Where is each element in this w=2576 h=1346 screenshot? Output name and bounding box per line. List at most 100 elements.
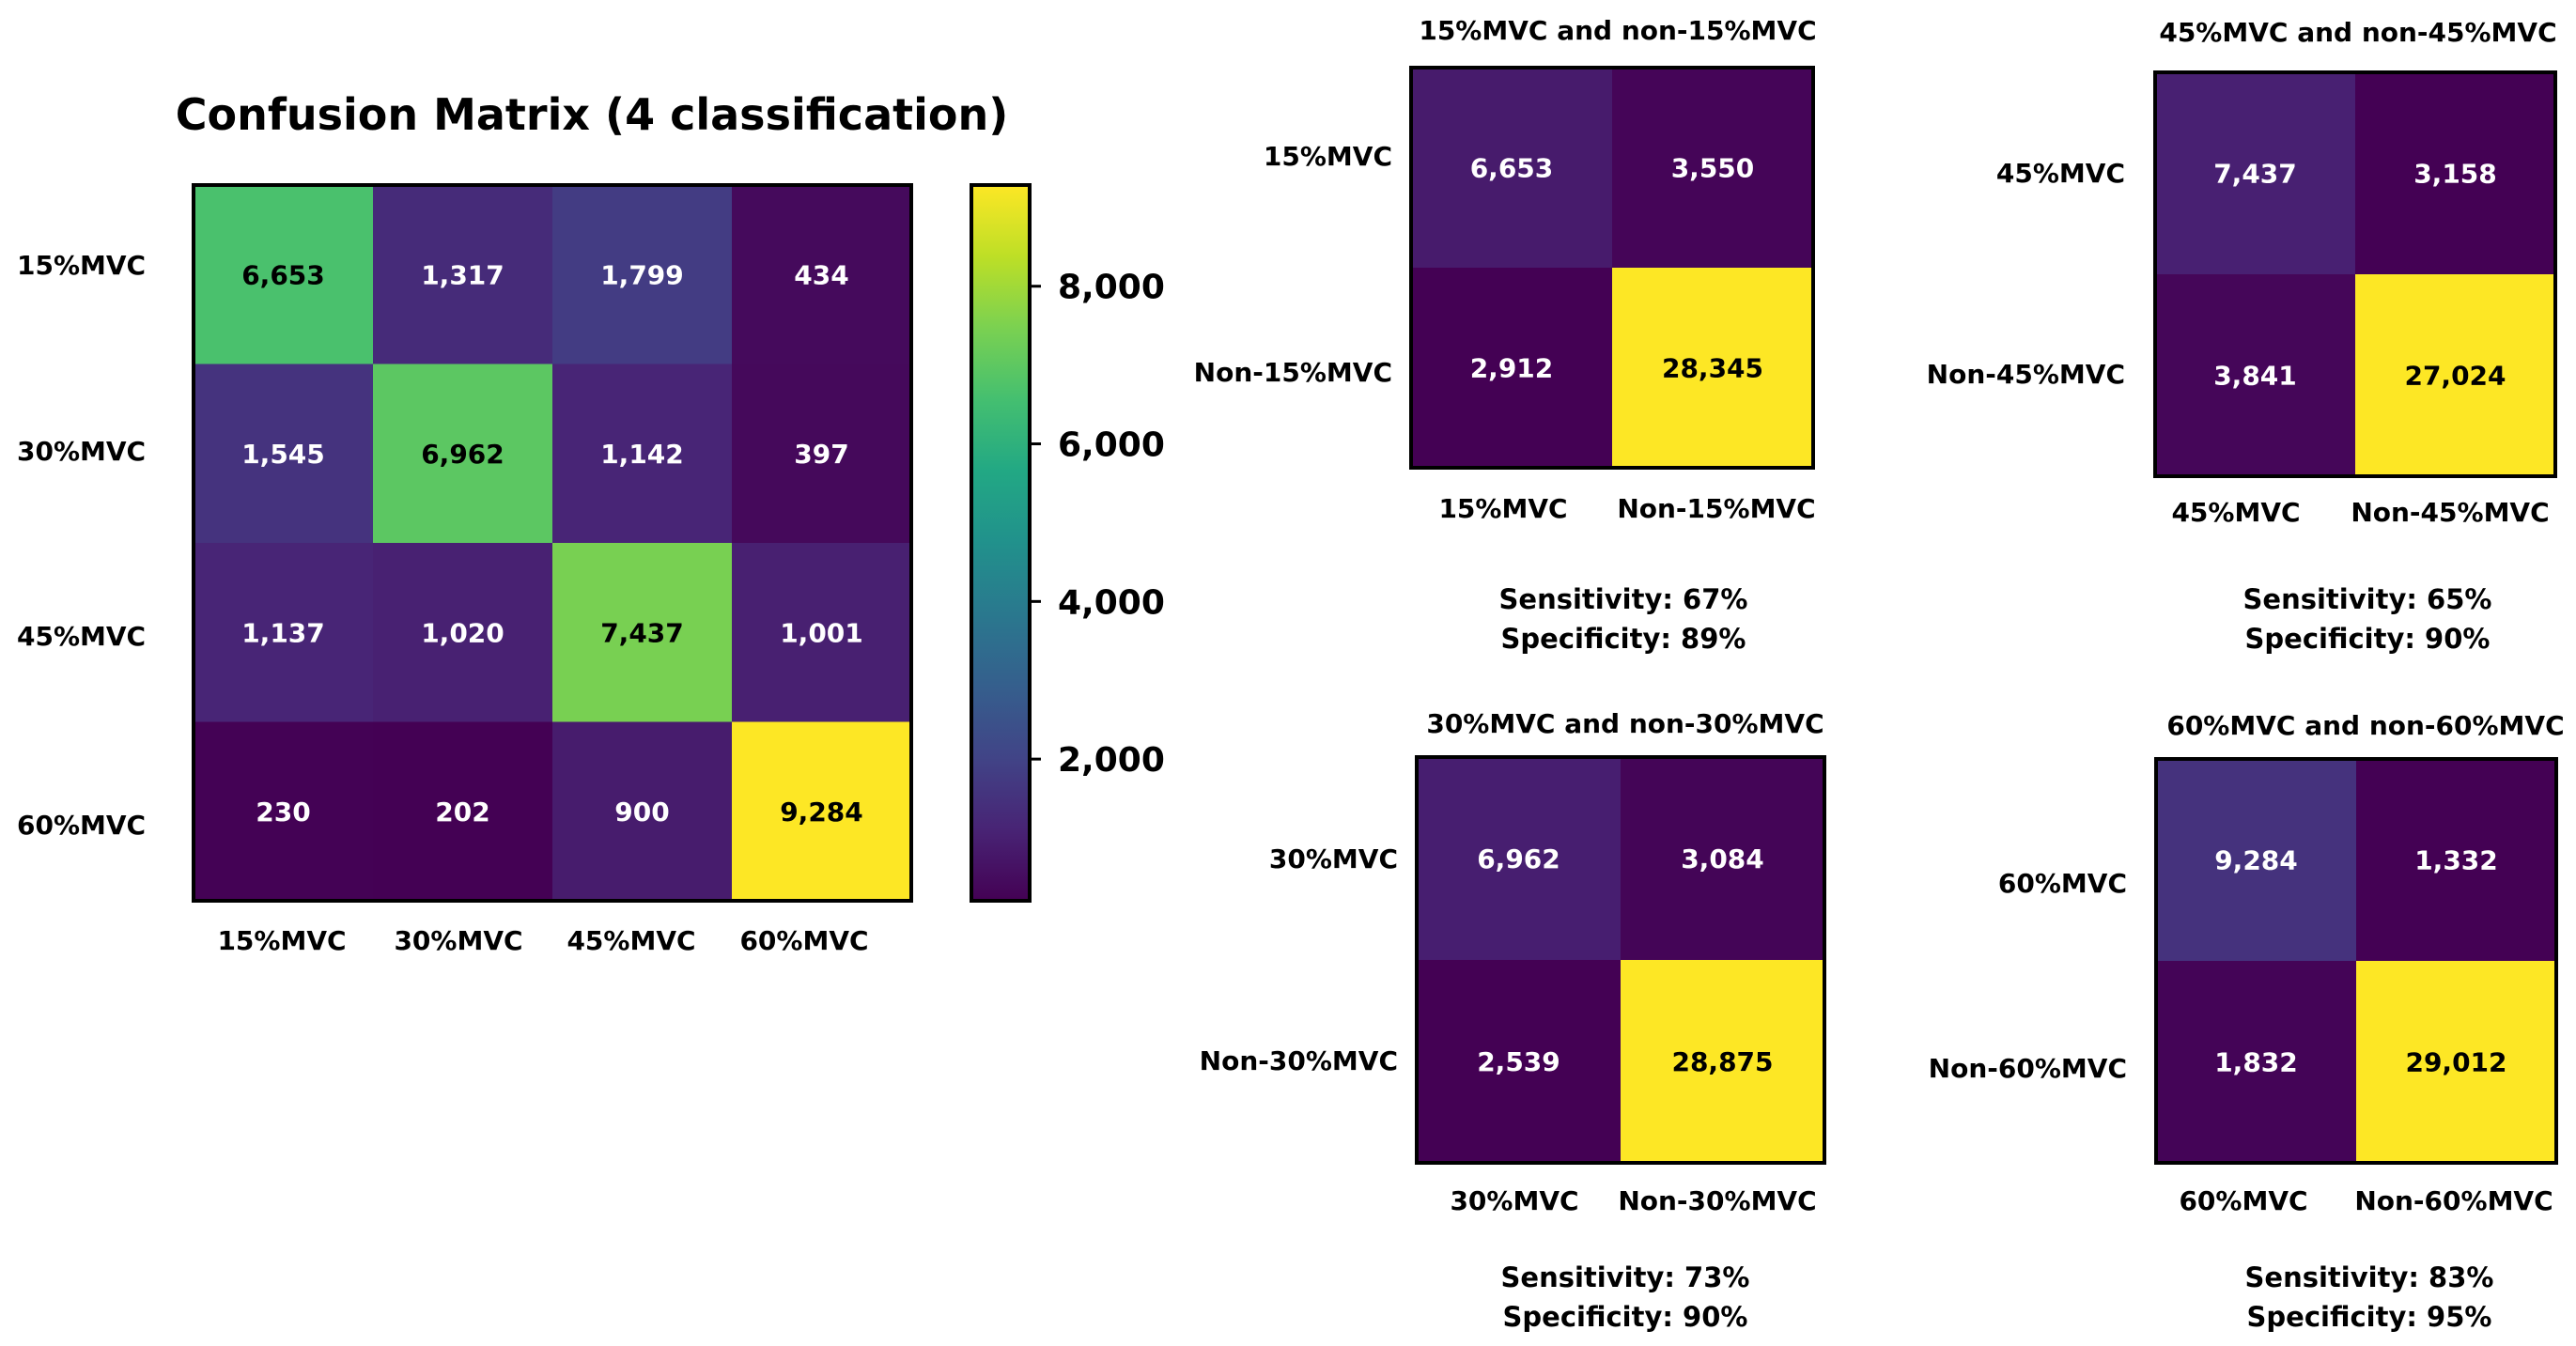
- sub-row-label: Non-15%MVC: [1194, 357, 1392, 388]
- main-cell-label: 6,962: [421, 439, 504, 470]
- sub-cell-label: 3,550: [1671, 153, 1755, 184]
- main-cell-label: 900: [614, 797, 669, 828]
- sub-row-label: Non-30%MVC: [1200, 1045, 1398, 1076]
- main-cell: [373, 721, 553, 902]
- binary-matrix-45: 45%MVC and non-45%MVC 7,437 3,158 3,841 27,0…: [1927, 17, 2557, 655]
- sub-cell: [1417, 960, 1622, 1164]
- main-cell-label: 1,142: [600, 439, 684, 470]
- main-cell: [373, 185, 553, 364]
- sub-col-label: Non-45%MVC: [2351, 497, 2549, 528]
- main-col-label: 15%MVC: [217, 925, 346, 956]
- sub-cell: [1621, 757, 1825, 961]
- main-cell-label: 1,799: [600, 259, 684, 290]
- sub-title: 15%MVC and non-15%MVC: [1419, 15, 1816, 46]
- sub-cell: [2355, 72, 2556, 275]
- main-cell-label: 6,653: [241, 259, 325, 290]
- sensitivity-text: Sensitivity: 67%: [1499, 583, 1748, 615]
- sub-cell: [1621, 960, 1825, 1164]
- sub-cell-label: 3,841: [2213, 361, 2297, 392]
- sub-col-label: 60%MVC: [2179, 1185, 2307, 1216]
- binary-matrix-15: 15%MVC and non-15%MVC 6,653 3,550 2,912 28,3…: [1194, 15, 1817, 655]
- main-cell-label: 434: [794, 259, 848, 290]
- sub-frame: [2154, 757, 2558, 1165]
- main-cell-label: 1,001: [780, 617, 863, 648]
- specificity-text: Specificity: 89%: [1501, 623, 1746, 655]
- main-cell: [194, 721, 374, 902]
- colorbar-ticks: 2,000 4,000 6,000 8,000: [1030, 269, 1165, 780]
- main-row-label: 15%MVC: [17, 250, 146, 281]
- sub-cell: [2156, 961, 2357, 1164]
- main-col-label: 30%MVC: [394, 925, 522, 956]
- main-cell: [552, 721, 733, 902]
- sub-col-label: Non-60%MVC: [2354, 1185, 2553, 1216]
- sub-cell: [1417, 757, 1622, 961]
- sub-cell-label: 27,024: [2404, 361, 2506, 392]
- colorbar-tick-label: 2,000: [1058, 741, 1165, 780]
- main-cell: [732, 721, 912, 902]
- sub-cell-label: 28,345: [1662, 353, 1763, 384]
- binary-matrix-30: 30%MVC and non-30%MVC 6,962 3,084 2,539 28,8…: [1200, 708, 1826, 1333]
- colorbar-tick-label: 8,000: [1058, 269, 1165, 307]
- colorbar-tick-label: 6,000: [1058, 426, 1165, 465]
- sub-title: 60%MVC and non-60%MVC: [2166, 710, 2564, 741]
- sensitivity-text: Sensitivity: 65%: [2243, 583, 2492, 615]
- sub-cell: [2355, 274, 2556, 477]
- sub-cell: [1612, 68, 1814, 269]
- sub-col-label: 45%MVC: [2171, 497, 2300, 528]
- specificity-text: Specificity: 95%: [2247, 1301, 2492, 1333]
- sub-col-label: Non-30%MVC: [1618, 1185, 1816, 1216]
- sub-cell-label: 6,653: [1470, 153, 1554, 184]
- sub-cell-label: 2,539: [1477, 1046, 1560, 1077]
- sub-cell-label: 1,332: [2414, 845, 2498, 876]
- specificity-text: Specificity: 90%: [2245, 623, 2491, 655]
- sub-frame: [1409, 66, 1815, 470]
- main-cell: [194, 543, 374, 722]
- sub-col-label: 30%MVC: [1450, 1185, 1578, 1216]
- main-cell-label: 1,317: [421, 259, 504, 290]
- main-col-label: 45%MVC: [566, 925, 695, 956]
- sub-title: 45%MVC and non-45%MVC: [2159, 17, 2556, 48]
- main-cell-label: 202: [435, 797, 489, 828]
- sub-cell: [2356, 759, 2557, 962]
- sensitivity-text: Sensitivity: 73%: [1501, 1261, 1750, 1293]
- main-cell-label: 397: [794, 439, 848, 470]
- sub-frame: [2153, 70, 2557, 478]
- sub-row-label: 30%MVC: [1269, 843, 1398, 874]
- sub-frame: [1415, 755, 1826, 1165]
- main-cell: [194, 185, 374, 364]
- sub-cell-label: 7,437: [2213, 159, 2297, 190]
- sub-cell: [2156, 759, 2357, 962]
- main-cell: [552, 543, 733, 722]
- sub-cell: [2356, 961, 2557, 1164]
- sub-col-label: Non-15%MVC: [1617, 493, 1815, 524]
- sub-cell-label: 3,084: [1681, 843, 1764, 874]
- sub-cell-label: 29,012: [2405, 1047, 2506, 1078]
- binary-matrix-60: 60%MVC and non-60%MVC 9,284 1,332 1,832 29,0…: [1929, 710, 2565, 1333]
- main-cell-label: 9,284: [780, 797, 863, 828]
- main-col-label: 60%MVC: [739, 925, 868, 956]
- main-matrix-frame: [192, 183, 913, 903]
- sub-row-label: 45%MVC: [1996, 158, 2125, 189]
- main-row-label: 60%MVC: [17, 810, 146, 841]
- main-cell: [373, 364, 553, 544]
- main-cells: 6,653 1,317 1,799 434 1,545 6,962 1,142 397 1,13…: [194, 185, 912, 902]
- sub-cell-label: 6,962: [1477, 843, 1560, 874]
- sub-cell-label: 3,158: [2413, 159, 2497, 190]
- sub-cell-label: 9,284: [2214, 845, 2298, 876]
- main-cell: [552, 185, 733, 364]
- main-row-label: 45%MVC: [17, 621, 146, 652]
- main-cell-label: 1,020: [421, 617, 504, 648]
- specificity-text: Specificity: 90%: [1503, 1301, 1748, 1333]
- sub-col-label: 15%MVC: [1438, 493, 1567, 524]
- main-cell: [552, 364, 733, 544]
- main-cell: [732, 543, 912, 722]
- main-cell-label: 1,137: [241, 617, 325, 648]
- sub-cell-label: 28,875: [1671, 1046, 1773, 1077]
- main-labels: 15%MVC 30%MVC 45%MVC 60%MVC 15%MVC 30%MVC 45%M…: [17, 250, 869, 956]
- sub-cell: [1411, 268, 1613, 469]
- sub-cell-label: 2,912: [1470, 353, 1554, 384]
- main-cell-label: 1,545: [241, 439, 325, 470]
- sub-cell: [1411, 68, 1613, 269]
- sub-row-label: 15%MVC: [1264, 141, 1392, 172]
